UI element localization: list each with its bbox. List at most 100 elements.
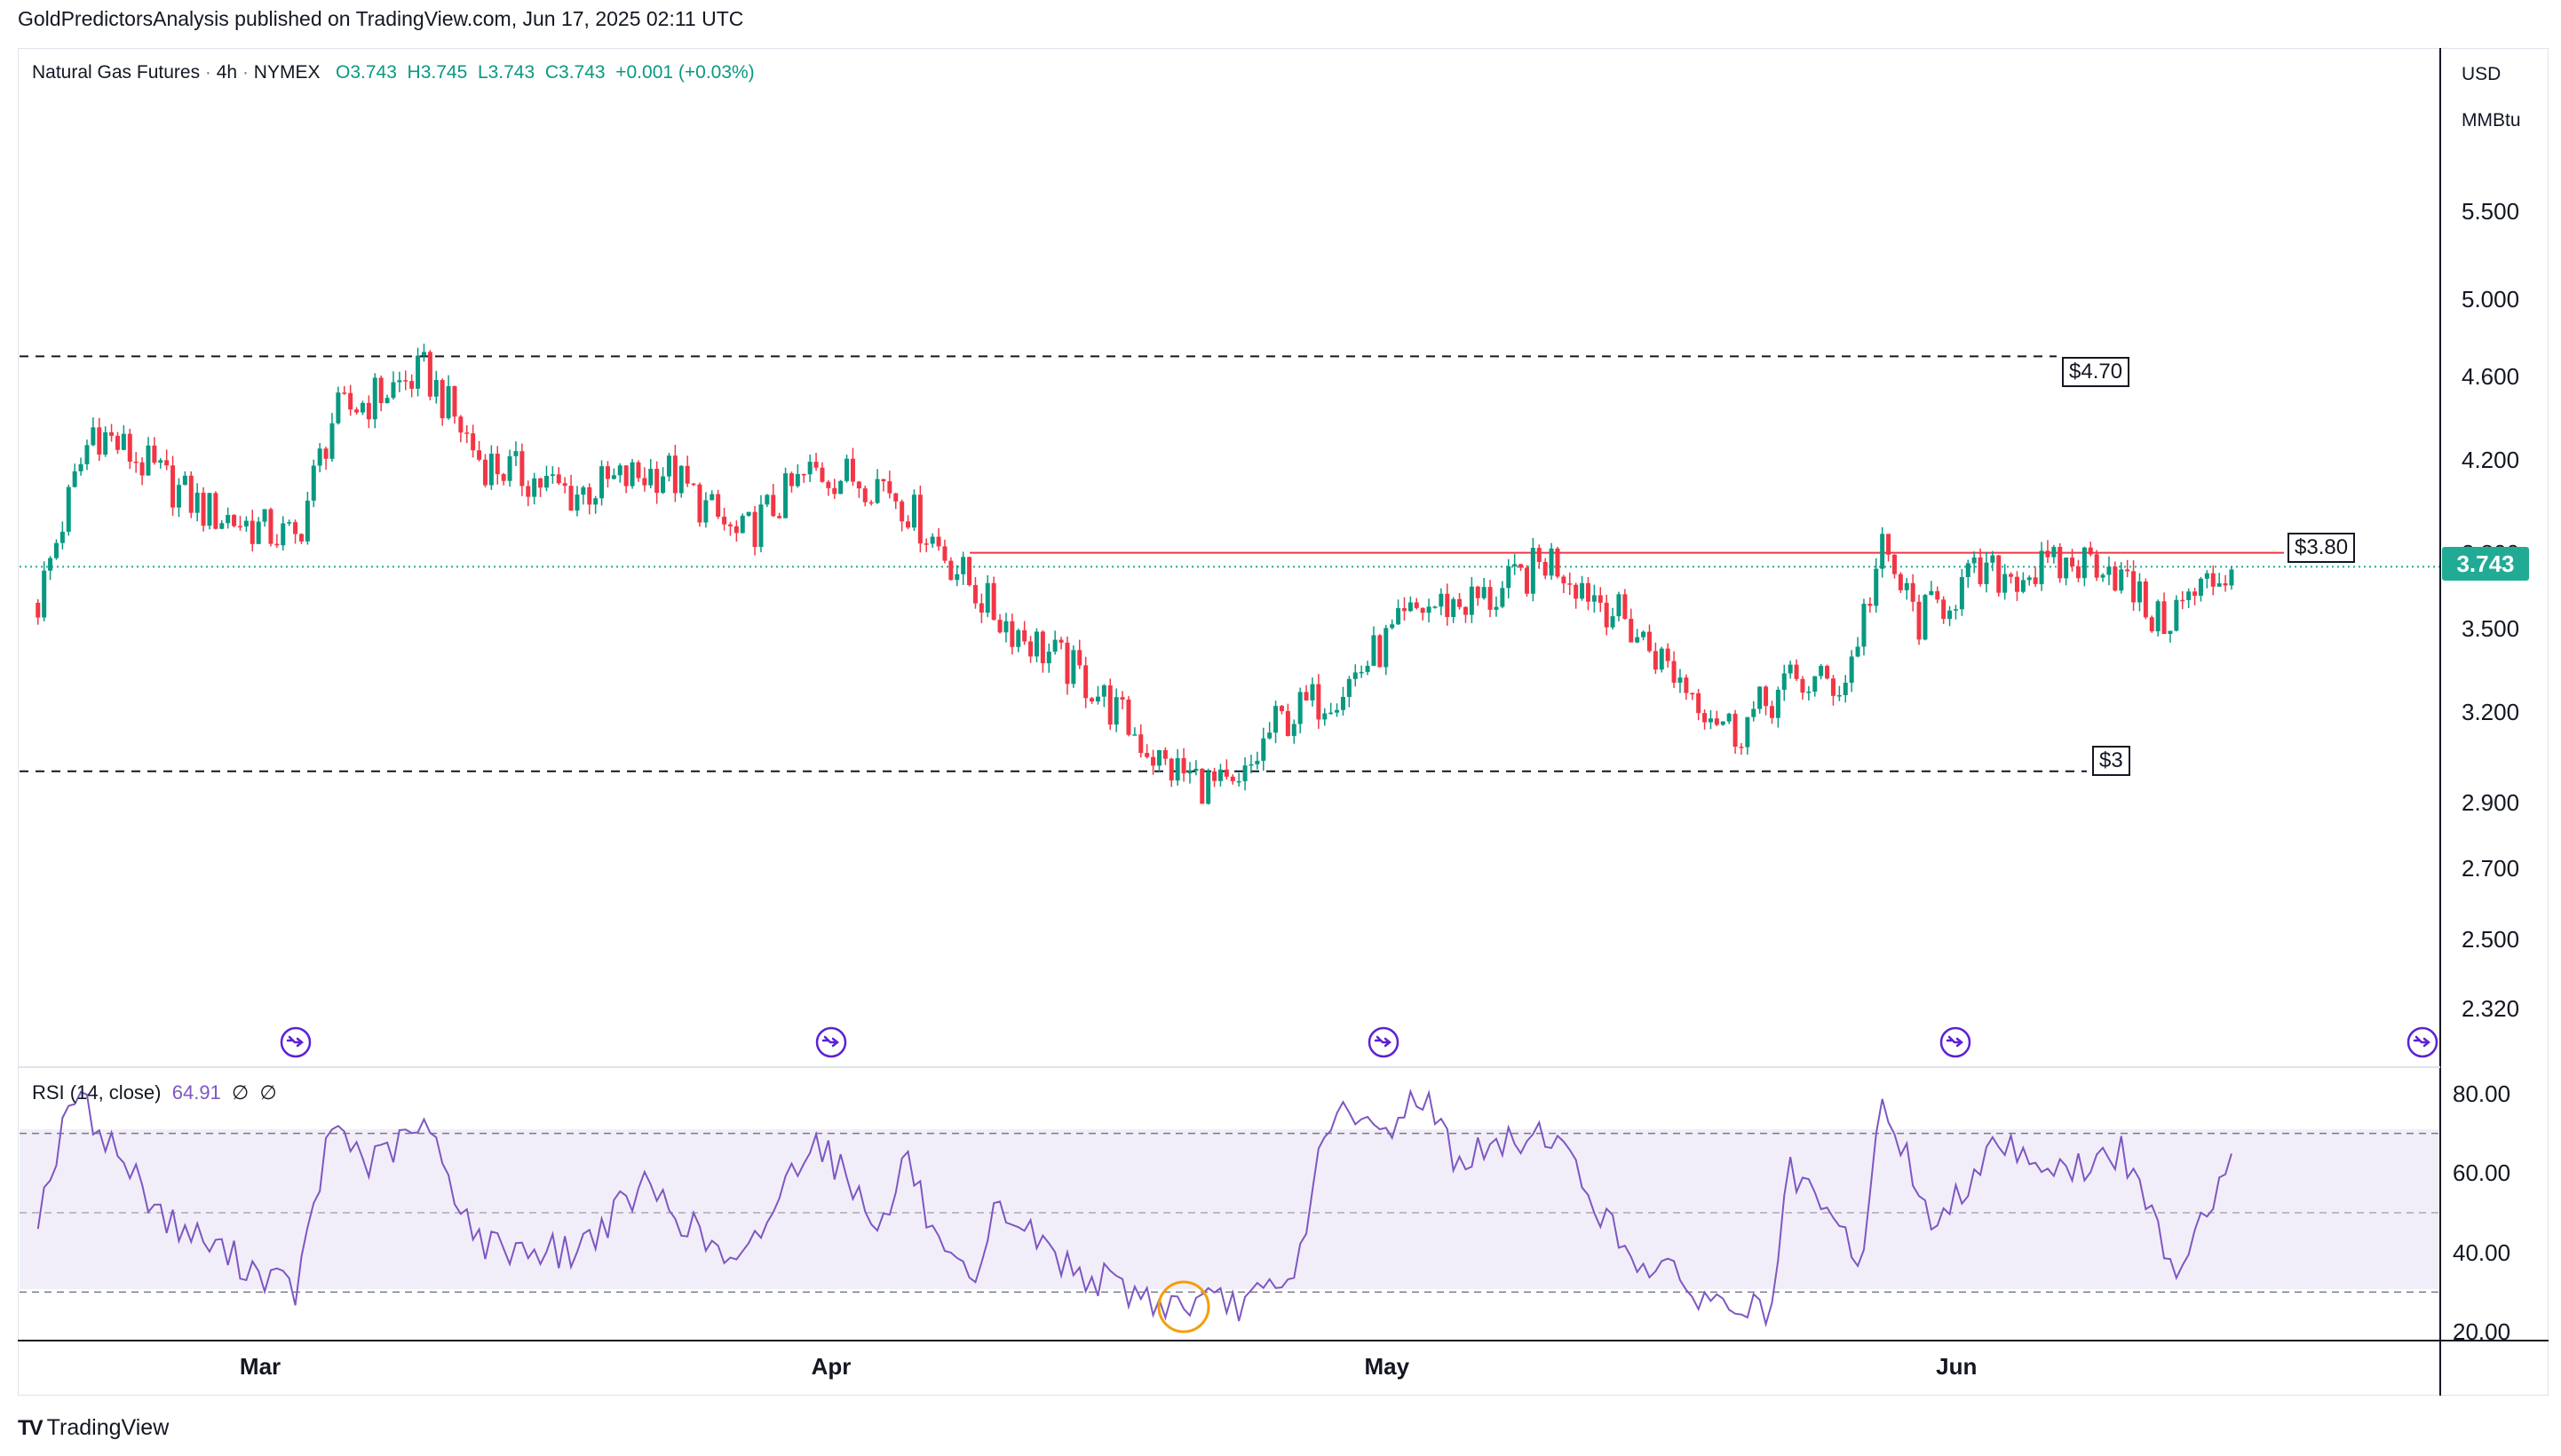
candle	[1114, 688, 1119, 732]
candle	[391, 371, 396, 400]
price-tick-5: 3.500	[2462, 615, 2520, 643]
event-arrow-icon[interactable]	[280, 1026, 312, 1058]
candle	[727, 521, 733, 536]
candle	[2113, 561, 2118, 592]
brand-name: TradingView	[46, 1415, 170, 1440]
candle	[1162, 747, 1168, 765]
candle	[1555, 546, 1560, 579]
candle	[1677, 669, 1683, 693]
candle	[372, 373, 377, 429]
candle	[1764, 684, 1769, 716]
candle	[397, 371, 402, 392]
candle	[1867, 597, 1873, 613]
candle	[2058, 542, 2063, 583]
rsi-value: 64.91	[171, 1081, 221, 1104]
candle	[1500, 581, 1505, 609]
candle	[844, 455, 850, 483]
candle	[360, 400, 365, 415]
candle	[587, 483, 592, 515]
candle	[1788, 661, 1793, 679]
candle	[1126, 696, 1131, 737]
candle	[961, 551, 966, 585]
unit-label[interactable]: MMBtu	[2462, 110, 2521, 131]
event-arrow-icon[interactable]	[1368, 1026, 1399, 1058]
candle	[1959, 568, 1964, 616]
candle	[1445, 583, 1450, 626]
candle	[1475, 585, 1480, 606]
candle	[1990, 550, 1995, 572]
candle	[519, 443, 525, 496]
candle	[109, 423, 115, 442]
candle	[543, 465, 549, 492]
event-arrow-icon[interactable]	[815, 1026, 847, 1058]
candle	[78, 457, 83, 476]
candle	[477, 440, 482, 462]
candle	[1585, 577, 1590, 611]
candle	[219, 519, 225, 530]
event-arrow-icon[interactable]	[2406, 1026, 2438, 1058]
candle	[213, 491, 218, 530]
event-arrow-icon[interactable]	[1939, 1026, 1971, 1058]
rsi-tick-0: 80.00	[2453, 1080, 2511, 1107]
rsi-line[interactable]	[36, 1088, 2232, 1328]
candle	[127, 429, 132, 470]
publisher-line: GoldPredictorsAnalysis published on Trad…	[18, 7, 744, 30]
currency-label[interactable]: USD	[2462, 64, 2502, 84]
candle	[495, 446, 500, 485]
candle	[1322, 708, 1328, 726]
level-label-low: $3	[2092, 746, 2130, 776]
candle	[1886, 534, 1891, 562]
candle	[1830, 675, 1836, 706]
candle	[1806, 685, 1812, 701]
candle	[458, 415, 464, 443]
candle	[1046, 643, 1051, 673]
candle	[1426, 598, 1431, 623]
price-tick-1: 5.000	[2462, 286, 2520, 313]
candle	[170, 455, 176, 516]
candle	[801, 473, 806, 483]
candle	[1193, 760, 1199, 776]
candle	[48, 556, 53, 581]
candle	[1929, 581, 1934, 596]
candle	[1120, 691, 1125, 709]
candle	[281, 516, 286, 550]
candle	[452, 385, 457, 424]
candle	[2174, 595, 2179, 632]
candle	[1359, 665, 1364, 678]
candle	[991, 576, 996, 621]
symbol-legend[interactable]: Natural Gas Futures · 4h · NYMEX O3.743 …	[32, 62, 755, 83]
candle	[421, 344, 426, 362]
candle	[1819, 663, 1824, 680]
rsi-tick-1: 60.00	[2453, 1159, 2511, 1187]
candle	[287, 519, 292, 526]
candle	[955, 565, 960, 587]
candle	[115, 431, 120, 455]
candle	[1407, 596, 1413, 613]
candle	[1151, 749, 1156, 775]
candle	[201, 487, 206, 532]
candle	[2192, 588, 2198, 605]
candle	[274, 534, 280, 549]
candle	[1242, 756, 1248, 791]
candle	[1107, 678, 1113, 731]
rsi-legend[interactable]: RSI (14, close) 64.91 ∅ ∅	[32, 1081, 277, 1104]
time-tick-mar: Mar	[239, 1353, 281, 1380]
candle	[1708, 710, 1713, 730]
candle	[237, 516, 242, 531]
candle	[152, 437, 157, 465]
candle	[636, 460, 641, 482]
candle	[691, 482, 696, 487]
candle	[1781, 664, 1787, 701]
candle	[1574, 582, 1579, 609]
candle	[623, 465, 629, 494]
candle	[838, 479, 844, 495]
price-tick-2: 4.600	[2462, 362, 2520, 390]
candle	[1414, 597, 1419, 610]
candle	[1457, 592, 1463, 610]
tradingview-footer[interactable]: TV TradingView	[18, 1415, 169, 1441]
candle	[930, 533, 935, 549]
candle	[710, 490, 715, 501]
candle	[1310, 677, 1315, 707]
candle	[1720, 721, 1725, 726]
